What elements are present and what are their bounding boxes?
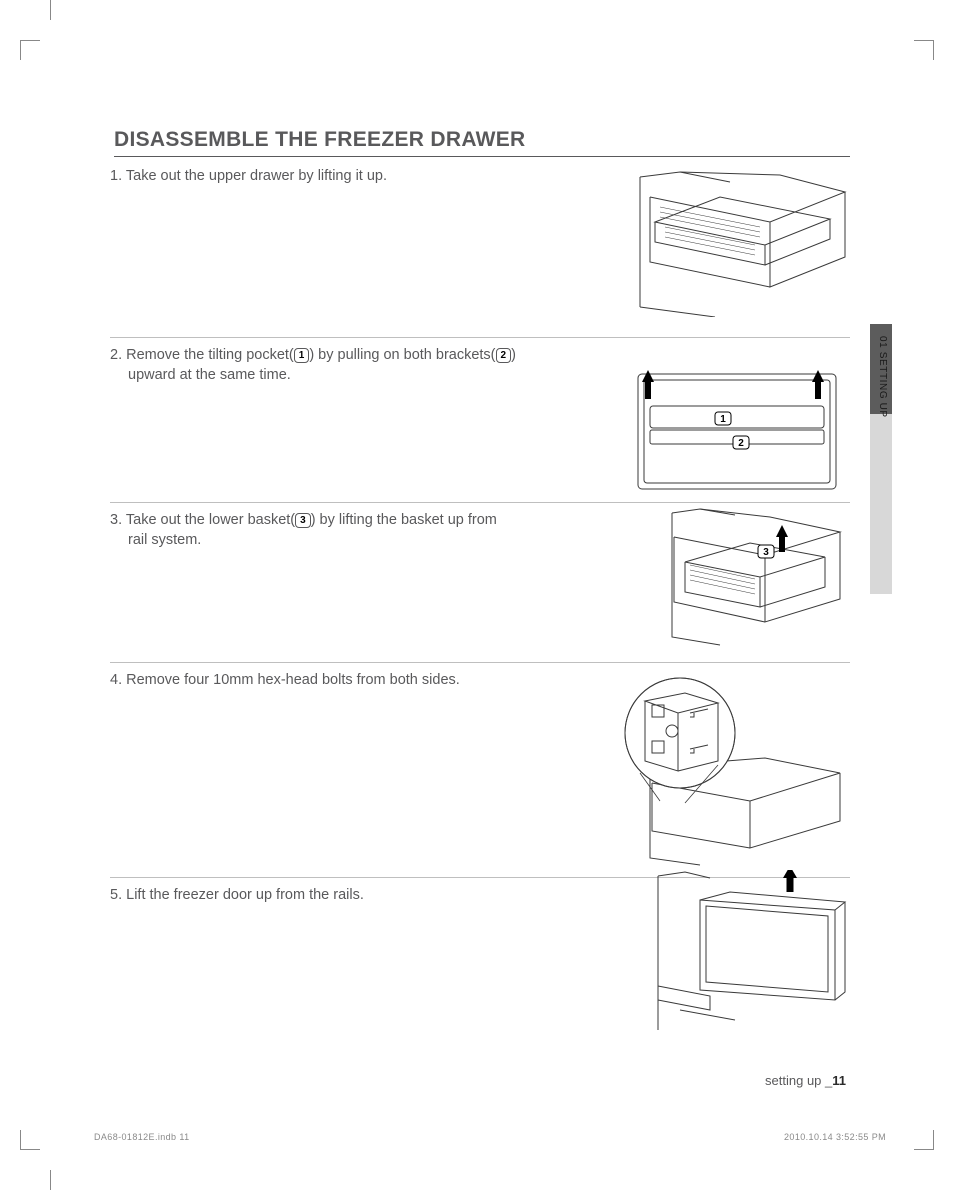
step-2: 2. Remove the tilting pocket(1) by pulli… — [110, 337, 850, 502]
figure-3: 3 — [650, 507, 850, 647]
crop-mark — [50, 1170, 51, 1190]
callout-3: 3 — [295, 513, 311, 528]
step-5: 5. Lift the freezer door up from the rai… — [110, 877, 850, 1047]
page-number: 11 — [832, 1073, 846, 1088]
step-num: 4. — [110, 672, 122, 688]
text-b: ) by pulling on both brackets( — [309, 347, 495, 363]
page: 01 SETTING UP DISASSEMBLE THE FREEZER DR… — [30, 40, 924, 1150]
step-num: 3. — [110, 512, 122, 528]
text-b: ) by lifting the basket up from — [311, 512, 497, 528]
crop-mark — [50, 0, 51, 20]
figure-1 — [620, 167, 850, 317]
step-body: Lift the freezer door up from the rails. — [126, 887, 364, 903]
text-a: Remove the tilting pocket( — [126, 347, 294, 363]
step-text: 2. Remove the tilting pocket(1) by pulli… — [110, 346, 550, 385]
step-text: 1. Take out the upper drawer by lifting … — [110, 167, 550, 187]
figure-5 — [640, 870, 850, 1040]
step-body: Remove four 10mm hex-head bolts from bot… — [126, 672, 460, 688]
step-num: 1. — [110, 168, 122, 184]
step-text: 5. Lift the freezer door up from the rai… — [110, 886, 550, 906]
page-footer: setting up _11 — [765, 1073, 846, 1088]
content-area: DISASSEMBLE THE FREEZER DRAWER 1. Take o… — [110, 128, 850, 1047]
text-d: upward at the same time. — [110, 366, 550, 386]
step-body: Take out the upper drawer by lifting it … — [126, 168, 387, 184]
print-mark-left: DA68-01812E.indb 11 — [94, 1132, 190, 1142]
text-c: rail system. — [110, 531, 550, 551]
fig-callout-2: 2 — [738, 438, 744, 449]
callout-2: 2 — [496, 348, 512, 363]
callout-1: 1 — [294, 348, 310, 363]
step-4: 4. Remove four 10mm hex-head bolts from … — [110, 662, 850, 877]
step-num: 5. — [110, 887, 122, 903]
step-1: 1. Take out the upper drawer by lifting … — [110, 167, 850, 337]
fig-callout-1: 1 — [720, 414, 726, 425]
step-text: 3. Take out the lower basket(3) by lifti… — [110, 511, 550, 550]
figure-4 — [590, 673, 850, 868]
step-num: 2. — [110, 347, 122, 363]
footer-section: setting up _ — [765, 1073, 832, 1088]
fig-callout-3: 3 — [763, 547, 769, 558]
print-mark-right: 2010.10.14 3:52:55 PM — [784, 1132, 886, 1142]
section-title: DISASSEMBLE THE FREEZER DRAWER — [114, 128, 850, 157]
step-3: 3. Take out the lower basket(3) by lifti… — [110, 502, 850, 662]
step-text: 4. Remove four 10mm hex-head bolts from … — [110, 671, 550, 691]
text-c: ) — [511, 347, 516, 363]
figure-2: 1 2 — [620, 354, 850, 494]
text-a: Take out the lower basket( — [126, 512, 295, 528]
chapter-tab-label: 01 SETTING UP — [877, 336, 888, 418]
